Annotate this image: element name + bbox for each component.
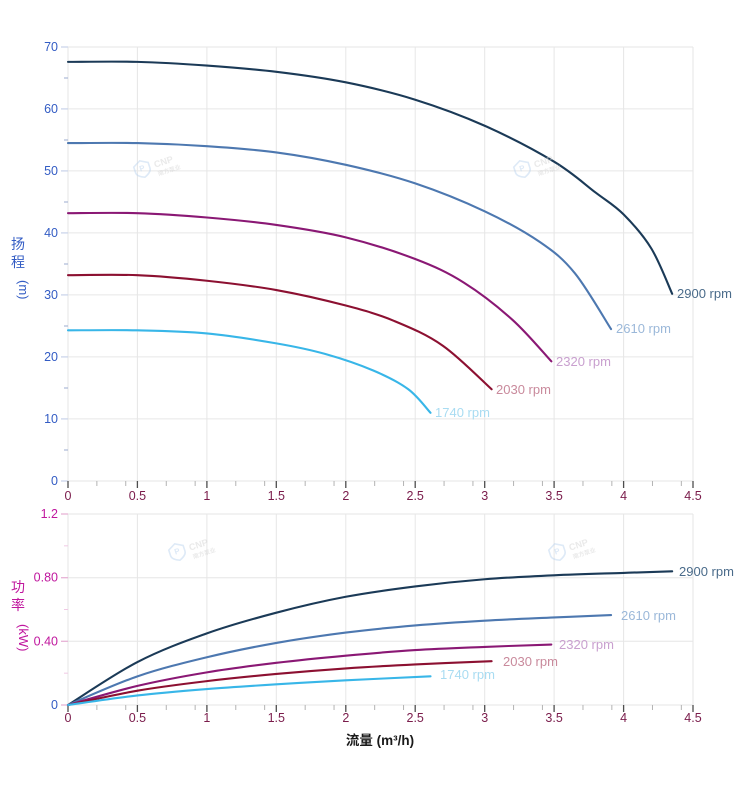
- svg-text:4: 4: [620, 489, 627, 503]
- svg-text:2030 rpm: 2030 rpm: [496, 382, 551, 397]
- svg-text:1740 rpm: 1740 rpm: [435, 405, 490, 420]
- svg-text:30: 30: [44, 288, 58, 302]
- svg-text:程: 程: [11, 254, 25, 270]
- svg-text:0: 0: [65, 711, 72, 725]
- svg-text:20: 20: [44, 350, 58, 364]
- svg-text:功: 功: [11, 579, 25, 595]
- svg-text:2900 rpm: 2900 rpm: [679, 564, 734, 579]
- svg-text:0: 0: [51, 698, 58, 712]
- svg-text:扬: 扬: [11, 236, 25, 252]
- svg-text:(kW): (kW): [16, 624, 31, 651]
- svg-text:10: 10: [44, 412, 58, 426]
- svg-text:2900 rpm: 2900 rpm: [677, 286, 732, 301]
- svg-text:2610 rpm: 2610 rpm: [621, 608, 676, 623]
- svg-text:0: 0: [65, 489, 72, 503]
- svg-text:2.5: 2.5: [407, 489, 424, 503]
- svg-text:3.5: 3.5: [545, 711, 562, 725]
- svg-text:流量 (m³/h): 流量 (m³/h): [346, 732, 414, 748]
- svg-text:4.5: 4.5: [684, 489, 701, 503]
- svg-text:2.5: 2.5: [407, 711, 424, 725]
- svg-text:1.2: 1.2: [41, 507, 58, 521]
- svg-text:1: 1: [203, 489, 210, 503]
- svg-text:3.5: 3.5: [545, 489, 562, 503]
- svg-text:0: 0: [51, 474, 58, 488]
- svg-text:4: 4: [620, 711, 627, 725]
- svg-text:3: 3: [481, 711, 488, 725]
- svg-text:3: 3: [481, 489, 488, 503]
- svg-text:(m): (m): [16, 280, 31, 300]
- svg-text:1740 rpm: 1740 rpm: [440, 667, 495, 682]
- svg-text:率: 率: [11, 597, 25, 613]
- svg-text:2: 2: [342, 711, 349, 725]
- svg-text:2320 rpm: 2320 rpm: [556, 354, 611, 369]
- svg-text:50: 50: [44, 164, 58, 178]
- svg-text:2610 rpm: 2610 rpm: [616, 321, 671, 336]
- svg-text:0.40: 0.40: [34, 634, 58, 648]
- svg-text:2320 rpm: 2320 rpm: [559, 637, 614, 652]
- svg-text:40: 40: [44, 226, 58, 240]
- svg-text:0.5: 0.5: [129, 489, 146, 503]
- svg-text:1.5: 1.5: [268, 489, 285, 503]
- svg-text:4.5: 4.5: [684, 711, 701, 725]
- svg-text:0.5: 0.5: [129, 711, 146, 725]
- svg-text:1.5: 1.5: [268, 711, 285, 725]
- svg-text:2: 2: [342, 489, 349, 503]
- svg-text:1: 1: [203, 711, 210, 725]
- svg-text:70: 70: [44, 40, 58, 54]
- svg-text:0.80: 0.80: [34, 571, 58, 585]
- svg-text:60: 60: [44, 102, 58, 116]
- svg-text:2030 rpm: 2030 rpm: [503, 654, 558, 669]
